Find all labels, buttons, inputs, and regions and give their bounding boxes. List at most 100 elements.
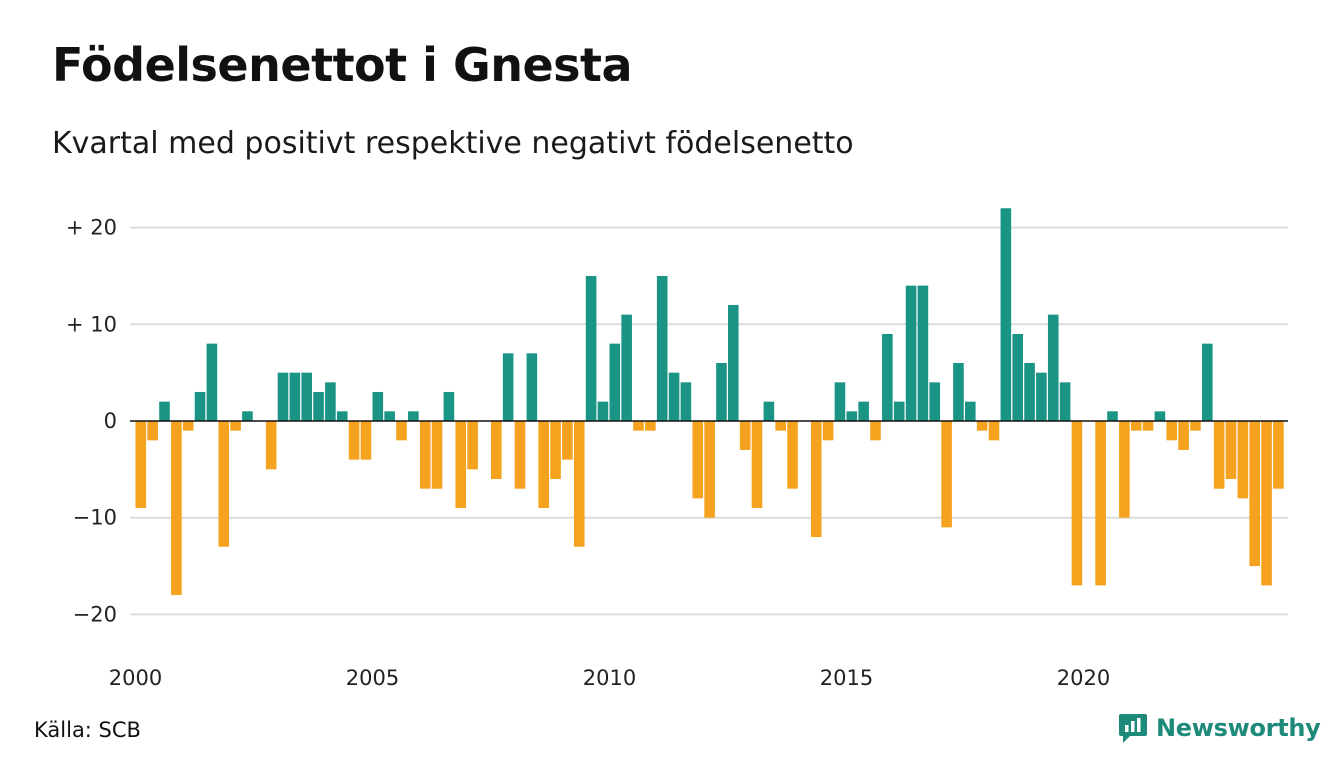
- bar-positive: [301, 372, 312, 421]
- bar-negative: [1237, 421, 1249, 499]
- gridlines: [130, 226, 1288, 616]
- bar-negative: [810, 421, 822, 538]
- bar-positive: [1024, 362, 1035, 421]
- bar-positive: [905, 285, 917, 421]
- bar-positive: [502, 353, 514, 421]
- y-tick-label: −20: [73, 602, 117, 626]
- bar-positive: [834, 382, 846, 421]
- bar-negative: [1225, 421, 1237, 480]
- bar-negative: [419, 421, 431, 489]
- bar-negative: [787, 421, 798, 489]
- bar-negative: [775, 421, 786, 431]
- bar-positive: [1154, 411, 1166, 421]
- bar-positive: [336, 411, 348, 421]
- bar-negative: [739, 421, 751, 451]
- bar-positive: [609, 343, 621, 421]
- bar-negative: [1190, 421, 1201, 431]
- bars: [135, 208, 1284, 596]
- bar-negative: [1249, 421, 1260, 567]
- bar-negative: [562, 421, 573, 460]
- bar-chart: −20 −10 0 + 10 + 20 2000 2005 2010 2015 2020: [66, 208, 1288, 690]
- bar-negative: [467, 421, 478, 470]
- bar-negative: [1261, 421, 1272, 586]
- bar-negative: [1178, 421, 1189, 451]
- bar-positive: [597, 401, 609, 421]
- bar-positive: [372, 391, 384, 421]
- bar-negative: [360, 421, 372, 460]
- y-tick-label: + 20: [66, 216, 117, 240]
- bar-negative: [573, 421, 585, 547]
- x-axis-ticks: 2000 2005 2010 2015 2020: [109, 666, 1110, 690]
- y-tick-label: −10: [73, 506, 117, 530]
- bar-negative: [431, 421, 443, 489]
- bar-positive: [206, 343, 218, 421]
- bar-positive: [1202, 343, 1213, 421]
- bar-positive: [194, 391, 206, 421]
- y-tick-label: + 10: [66, 312, 117, 336]
- bar-negative: [171, 421, 182, 596]
- bar-positive: [325, 382, 336, 421]
- bar-negative: [1130, 421, 1142, 431]
- bar-negative: [870, 421, 881, 441]
- bar-positive: [728, 304, 739, 421]
- bar-negative: [941, 421, 952, 528]
- bar-negative: [265, 421, 277, 470]
- bar-negative: [645, 421, 656, 431]
- x-tick-label: 2015: [820, 666, 873, 690]
- newsworthy-logo-icon: [1119, 714, 1147, 743]
- x-tick-label: 2005: [346, 666, 399, 690]
- bar-positive: [1047, 314, 1059, 421]
- chart-title: Födelsenettot i Gnesta: [52, 38, 633, 92]
- bar-positive: [277, 372, 289, 421]
- bar-negative: [230, 421, 241, 431]
- bar-negative: [976, 421, 988, 431]
- bar-positive: [680, 382, 692, 421]
- bar-positive: [917, 285, 929, 421]
- bar-negative: [1095, 421, 1106, 586]
- bar-negative: [1071, 421, 1083, 586]
- bar-positive: [965, 401, 976, 421]
- bar-negative: [538, 421, 549, 509]
- bar-positive: [585, 275, 597, 421]
- bar-positive: [846, 411, 858, 421]
- bar-negative: [751, 421, 763, 509]
- bar-positive: [1036, 372, 1047, 421]
- bar-positive: [763, 401, 775, 421]
- bar-positive: [882, 333, 893, 421]
- bar-positive: [313, 391, 324, 421]
- bar-negative: [135, 421, 147, 509]
- bar-positive: [668, 372, 680, 421]
- bar-negative: [348, 421, 360, 460]
- bar-negative: [988, 421, 1000, 441]
- bar-negative: [550, 421, 561, 480]
- bar-positive: [716, 362, 727, 421]
- y-axis-ticks: −20 −10 0 + 10 + 20: [66, 216, 117, 627]
- bar-positive: [289, 372, 301, 421]
- bar-negative: [1213, 421, 1225, 489]
- brand-logo: Newsworthy: [1118, 712, 1321, 744]
- source-note: Källa: SCB: [34, 718, 141, 742]
- bar-negative: [633, 421, 644, 431]
- bar-positive: [1000, 208, 1012, 421]
- bar-positive: [384, 411, 395, 421]
- bar-negative: [1142, 421, 1154, 431]
- bar-negative: [218, 421, 230, 547]
- bar-positive: [1059, 382, 1071, 421]
- bar-positive: [526, 353, 538, 421]
- bar-positive: [443, 391, 455, 421]
- bar-negative: [147, 421, 158, 441]
- bar-negative: [491, 421, 502, 480]
- bar-negative: [182, 421, 194, 431]
- bar-positive: [242, 411, 253, 421]
- bar-negative: [1166, 421, 1178, 441]
- bar-positive: [1012, 333, 1023, 421]
- bar-negative: [692, 421, 704, 499]
- bar-positive: [858, 401, 869, 421]
- bar-positive: [621, 314, 632, 421]
- bar-negative: [704, 421, 715, 518]
- bar-positive: [408, 411, 419, 421]
- y-tick-label: 0: [104, 409, 117, 433]
- bar-negative: [1119, 421, 1130, 518]
- bar-negative: [455, 421, 467, 509]
- brand-name: Newsworthy: [1156, 714, 1321, 742]
